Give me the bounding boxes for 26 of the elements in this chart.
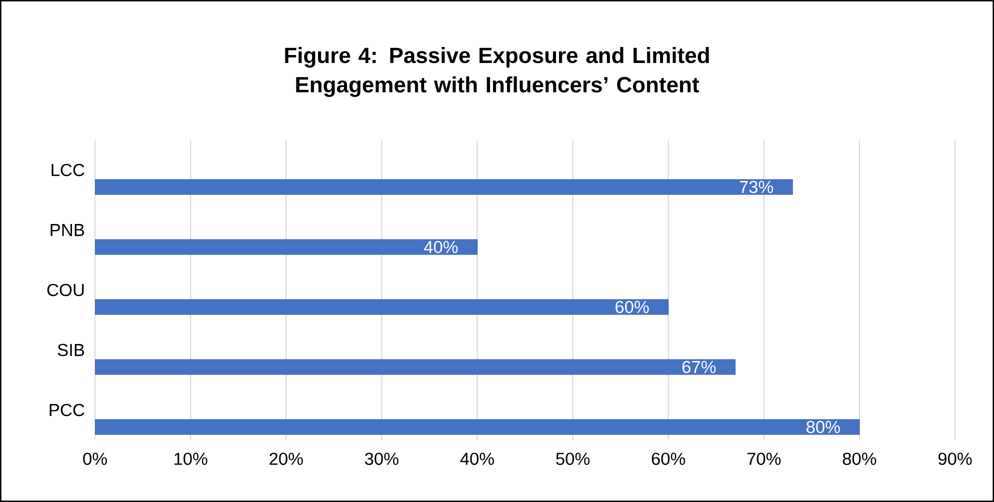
y-tick-label: PCC [50, 404, 84, 416]
x-tick-label: 60% [652, 452, 686, 465]
x-tick-label: 90% [938, 452, 972, 465]
data-label: 73% [740, 180, 774, 194]
x-tick-label: 20% [270, 452, 303, 465]
chart-title: Figure 4: Passive Exposure and Limited Engagement with Influencers’ Content [285, 47, 709, 97]
x-tick-label: 40% [460, 452, 494, 465]
x-tick-label: 10% [174, 452, 208, 465]
data-label: 40% [424, 240, 458, 254]
x-tick-label: 70% [747, 452, 781, 465]
x-tick-label: 30% [365, 452, 398, 465]
bar [95, 359, 736, 375]
data-label: 67% [682, 360, 716, 374]
x-tick-label: 80% [842, 452, 876, 465]
bar [95, 239, 478, 255]
x-tick-label: 50% [556, 452, 590, 465]
data-label: 60% [616, 300, 649, 314]
y-tick-label: COU [47, 284, 84, 296]
y-tick-label: SIB [58, 344, 84, 356]
y-tick-label: PNB [50, 224, 84, 236]
x-tick-label: 0% [83, 452, 107, 465]
y-tick-label: LCC [52, 164, 84, 176]
data-label: 80% [806, 420, 840, 434]
bar [95, 419, 860, 435]
bar [95, 299, 669, 315]
bar [95, 179, 793, 195]
